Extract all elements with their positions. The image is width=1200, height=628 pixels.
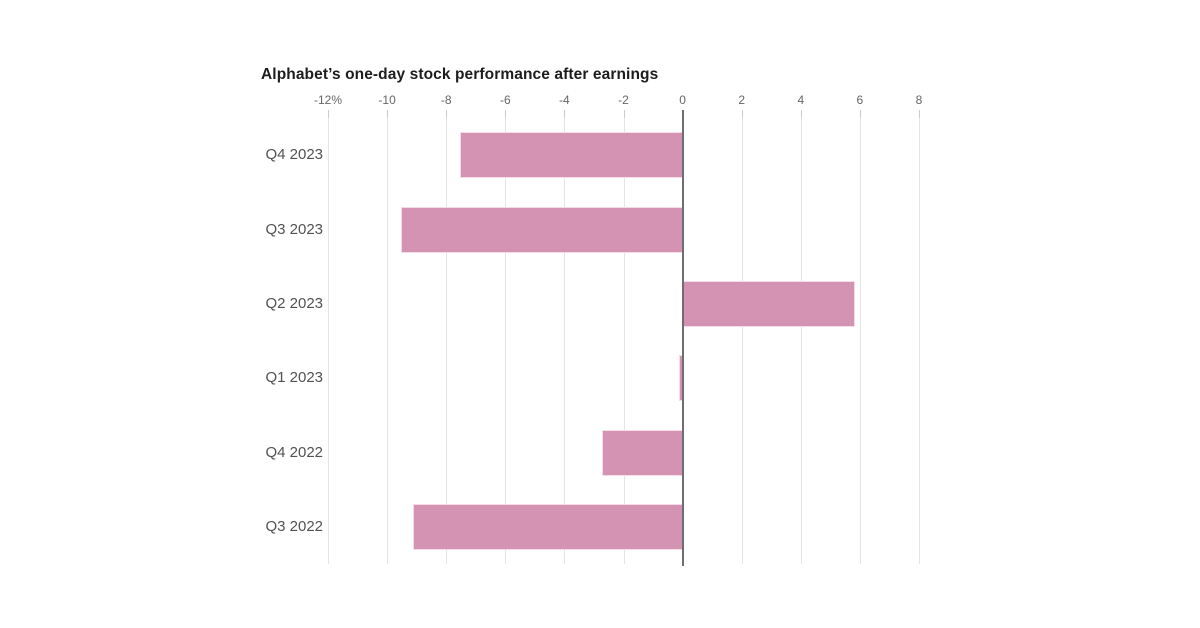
- gridline-8: [919, 118, 920, 564]
- axis-tick-label-0: 0: [679, 93, 686, 107]
- category-label-q2-2023: Q2 2023: [265, 294, 323, 312]
- axis-tick-label-10: -10: [378, 93, 396, 107]
- chart-title: Alphabet’s one-day stock performance aft…: [261, 66, 659, 83]
- axis-tick-label-12: -12%: [313, 93, 342, 107]
- bar-q3-2023: [401, 207, 683, 252]
- axis-tick-label-8: -8: [440, 93, 452, 107]
- axis-tick-10: [387, 110, 389, 118]
- axis-tick-label-4: -4: [559, 93, 570, 107]
- axis-tick-12: [328, 110, 329, 118]
- category-label-q4-2022: Q4 2022: [265, 443, 323, 461]
- category-label-q1-2023: Q1 2023: [265, 369, 323, 387]
- axis-tick-2: [623, 110, 625, 118]
- axis-tick-6: [505, 110, 507, 118]
- category-label-q4-2023: Q4 2023: [265, 146, 323, 164]
- axis-tick-8: [919, 110, 920, 118]
- axis-tick-label-2: 2: [738, 93, 746, 107]
- gridline-4: [564, 118, 566, 564]
- axis-tick-label-8: 8: [915, 93, 923, 107]
- bar-q4-2023: [460, 133, 683, 178]
- gridline-6: [505, 118, 507, 564]
- bar-q1-2023: [679, 356, 683, 401]
- category-label-q3-2023: Q3 2023: [265, 220, 323, 238]
- axis-tick-label-4: 4: [797, 93, 805, 107]
- gridline-10: [387, 118, 389, 564]
- axis-tick-4: [800, 110, 802, 118]
- bar-q4-2022: [602, 430, 683, 475]
- gridline-2: [623, 118, 625, 564]
- axis-tick-4: [564, 110, 566, 118]
- gridline-4: [800, 118, 802, 564]
- gridline-2: [741, 118, 743, 564]
- axis-tick-label-6: -6: [499, 93, 511, 107]
- gridline-8: [446, 118, 448, 564]
- bar-q2-2023: [682, 281, 854, 326]
- axis-tick-2: [741, 110, 743, 118]
- axis-tick-6: [859, 110, 861, 118]
- gridline-6: [859, 118, 861, 564]
- axis-tick-label-6: 6: [856, 93, 864, 107]
- bar-q3-2022: [413, 504, 683, 549]
- gridline-12: [328, 118, 329, 564]
- zero-axis-line: [681, 110, 684, 566]
- axis-tick-label-2: -2: [618, 93, 629, 107]
- axis-tick-8: [446, 110, 448, 118]
- category-label-q3-2022: Q3 2022: [265, 517, 323, 535]
